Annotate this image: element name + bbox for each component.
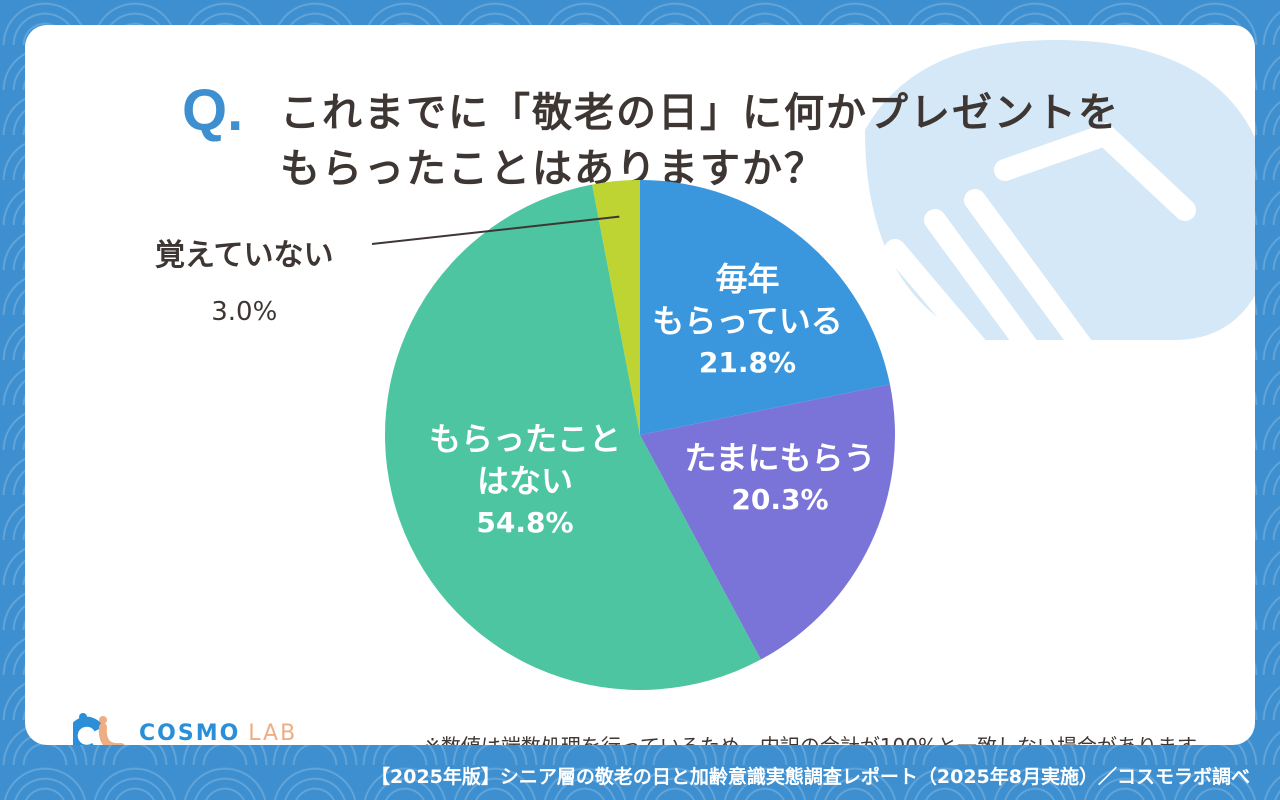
- footnote: ※数値は端数処理を行っているため、内訳の合計が100%と一致しない場合があります…: [424, 730, 1215, 745]
- cosmo-lab-logo: COSMO LAB: [73, 711, 297, 745]
- pie-slice-3: [592, 180, 640, 435]
- slice-label-never: もらったこと はない 54.8%: [405, 418, 645, 544]
- slice-label-dont-remember: 覚えていない 3.0%: [155, 228, 334, 340]
- card: Q. これまでに「敬老の日」に何かプレゼントを もらったことはありますか？ ※数…: [25, 25, 1255, 745]
- leader-line: [371, 215, 620, 245]
- slice-label-every-year: 毎年 もらっている 21.8%: [640, 258, 855, 384]
- title-line-1: これまでに「敬老の日」に何かプレゼントを: [280, 90, 1120, 136]
- slice-value: 21.8%: [698, 346, 797, 379]
- logo-subtext: LAB: [248, 720, 298, 746]
- slice-value: 20.3%: [731, 483, 829, 516]
- slice-value: 3.0%: [211, 297, 278, 327]
- pie-slice-1: [640, 384, 895, 660]
- logo-text: COSMO: [139, 720, 241, 746]
- question-mark: Q.: [182, 78, 244, 143]
- logo-icon: [73, 713, 125, 745]
- pie-slice-2: [385, 184, 761, 690]
- pie-slice-0: [640, 180, 890, 435]
- footer-source: 【2025年版】シニア層の敬老の日と加齢意識実態調査レポート（2025年8月実施…: [371, 766, 1250, 788]
- chart-title: これまでに「敬老の日」に何かプレゼントを もらったことはありますか？: [280, 85, 1120, 197]
- slice-label-sometimes: たまにもらう 20.3%: [670, 437, 890, 521]
- slice-value: 54.8%: [476, 506, 574, 539]
- handshake-icon: [865, 40, 1255, 391]
- title-line-2: もらったことはありますか？: [280, 146, 826, 192]
